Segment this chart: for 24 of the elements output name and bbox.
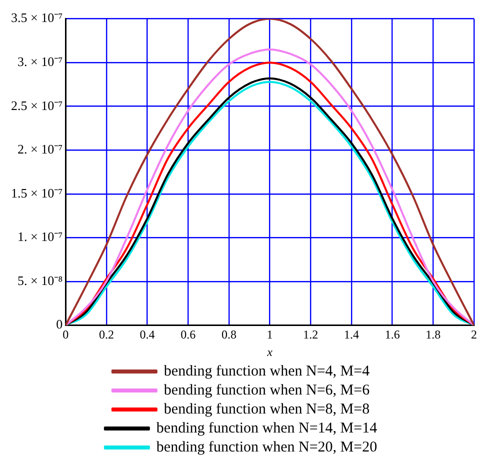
x-tick-label: 0.8 — [221, 328, 236, 342]
x-tick-label: 0.4 — [140, 328, 155, 342]
legend-label: bending function when N=6, M=6 — [164, 382, 370, 398]
x-tick-label: 1 — [266, 328, 273, 342]
legend-label: bending function when N=8, M=8 — [164, 401, 370, 418]
y-tick-label: 2. × 10⁻⁷ — [17, 142, 63, 157]
y-tick-label: 1. × 10⁻⁷ — [17, 229, 63, 244]
x-axis-title: x — [266, 344, 274, 359]
x-tick-label: 0.6 — [180, 328, 196, 342]
legend-label: bending function when N=20, M=20 — [156, 439, 378, 456]
y-tick-label: 1.5 × 10⁻⁷ — [10, 185, 63, 200]
x-tick-label: 1.6 — [384, 328, 400, 342]
y-tick-label: 5. × 10⁻⁸ — [17, 272, 64, 288]
x-tick-label: 0.2 — [98, 328, 114, 342]
y-tick-label: 0 — [56, 316, 63, 332]
legend-label: bending function when N=4, M=4 — [164, 363, 370, 380]
y-tick-label: 3.5 × 10⁻⁷ — [10, 10, 63, 26]
x-tick-label: 1.2 — [303, 328, 318, 342]
y-tick-label: 3. × 10⁻⁷ — [17, 54, 63, 69]
x-tick-label: 1.4 — [344, 328, 359, 342]
y-tick-label: 2.5 × 10⁻⁷ — [10, 98, 63, 113]
x-tick-label: 1.8 — [426, 328, 441, 342]
x-tick-label: 2 — [471, 328, 477, 342]
legend-label: bending function when N=14, M=14 — [156, 420, 378, 436]
